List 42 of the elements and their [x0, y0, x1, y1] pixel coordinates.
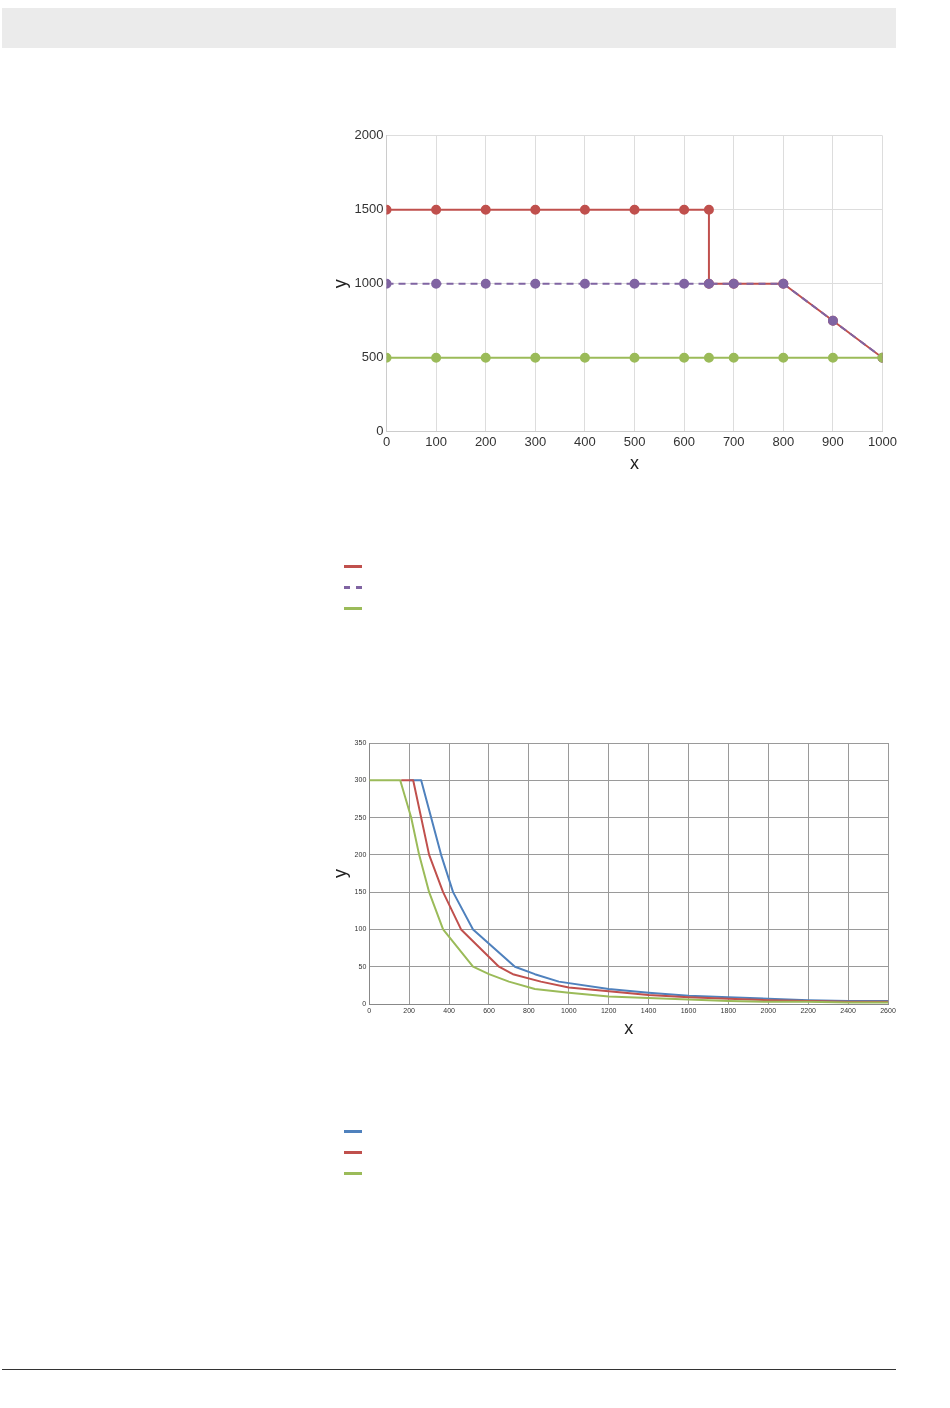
point	[778, 352, 789, 363]
point	[629, 278, 640, 289]
point	[480, 204, 491, 215]
point	[728, 352, 739, 363]
point	[679, 278, 690, 289]
point	[480, 278, 491, 289]
x-tick-label: 700	[722, 434, 745, 450]
y-axis-title: y	[329, 279, 350, 289]
point	[827, 352, 838, 363]
point	[703, 204, 714, 215]
point	[431, 352, 442, 363]
point	[480, 352, 491, 363]
point	[530, 278, 541, 289]
x-tick-label: 300	[524, 434, 547, 450]
x-tick-label: 600	[673, 434, 695, 450]
point	[679, 204, 690, 215]
y-axis-title: y	[329, 869, 350, 878]
x-tick-label: 800	[772, 434, 795, 450]
x-tick-label: 1000	[868, 434, 897, 450]
point	[679, 352, 690, 363]
x-tick-label: 100	[425, 434, 447, 450]
x-tick-label: 200	[474, 434, 497, 450]
point	[629, 204, 640, 215]
y-tick-label: 1500	[354, 201, 384, 217]
point	[579, 204, 590, 215]
point	[530, 204, 541, 215]
y-tick-label: 0	[376, 423, 384, 439]
x-axis-title: x	[624, 1018, 634, 1039]
x-tick-label: 500	[623, 434, 646, 450]
point	[703, 352, 714, 363]
x-tick-label: 400	[574, 434, 596, 450]
y-tick-label: 500	[361, 349, 384, 365]
point	[579, 278, 590, 289]
point	[629, 352, 640, 363]
point	[431, 204, 442, 215]
point	[579, 352, 590, 363]
point	[530, 352, 541, 363]
x-tick-label: 900	[822, 434, 844, 450]
y-tick-label: 1000	[354, 275, 384, 291]
y-tick-label: 2000	[354, 127, 384, 143]
x-axis-title: x	[630, 453, 640, 474]
point	[431, 278, 442, 289]
